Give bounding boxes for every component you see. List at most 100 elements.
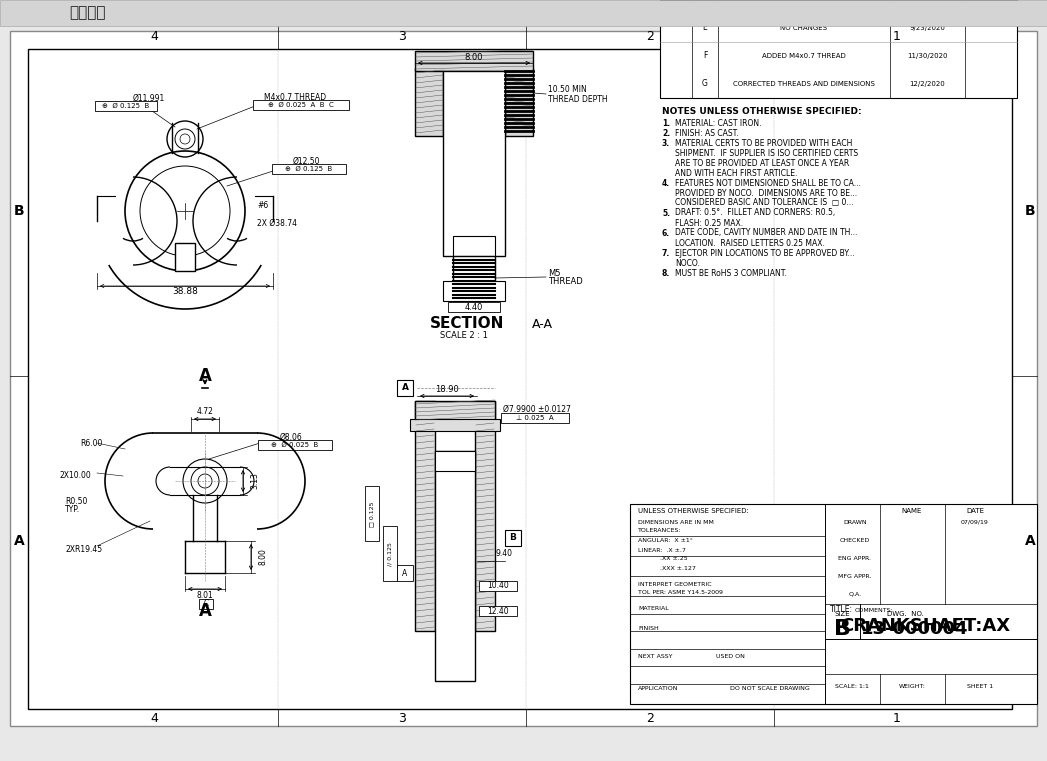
Text: 4.72: 4.72 — [197, 406, 214, 416]
Text: 文件预览: 文件预览 — [70, 5, 106, 21]
Text: 10.40: 10.40 — [487, 581, 509, 591]
Bar — [272, 164, 346, 174]
Text: DO NOT SCALE DRAWING: DO NOT SCALE DRAWING — [730, 686, 810, 690]
Text: 13-000004: 13-000004 — [862, 620, 968, 638]
Text: REV.: REV. — [697, 4, 713, 10]
Text: ⊕  Ø 0.025  B: ⊕ Ø 0.025 B — [271, 442, 318, 448]
Text: 2: 2 — [646, 712, 654, 725]
Bar — [630, 504, 1037, 704]
Text: A: A — [402, 568, 407, 578]
Text: MFG APPR.: MFG APPR. — [839, 575, 872, 579]
Text: ARE TO BE PROVIDED AT LEAST ONCE A YEAR: ARE TO BE PROVIDED AT LEAST ONCE A YEAR — [675, 158, 849, 167]
Text: 1: 1 — [893, 712, 900, 725]
Text: 12.40: 12.40 — [487, 607, 509, 616]
Bar — [478, 581, 517, 591]
Text: 2X Ø38.74: 2X Ø38.74 — [257, 218, 297, 228]
Text: A: A — [14, 534, 24, 548]
Text: B: B — [510, 533, 516, 543]
Text: 3.13: 3.13 — [250, 473, 260, 489]
Text: PROVIDED BY NOCO.  DIMENSIONS ARE TO BE...: PROVIDED BY NOCO. DIMENSIONS ARE TO BE..… — [675, 189, 857, 198]
Text: 07/09/19: 07/09/19 — [961, 520, 989, 524]
Text: 3: 3 — [398, 30, 406, 43]
Text: NOCO.: NOCO. — [675, 259, 699, 268]
Text: CONSIDERED BASIC AND TOLERANCE IS  □ 0...: CONSIDERED BASIC AND TOLERANCE IS □ 0... — [675, 199, 853, 208]
Text: 6.: 6. — [662, 228, 670, 237]
Text: APPROV: APPROV — [977, 4, 1005, 10]
Text: MATERIAL: MATERIAL — [638, 607, 669, 612]
Text: B: B — [14, 204, 24, 218]
Text: EJECTOR PIN LOCATIONS TO BE APPROVED BY...: EJECTOR PIN LOCATIONS TO BE APPROVED BY.… — [675, 249, 854, 257]
Text: 7.: 7. — [662, 249, 670, 257]
Text: TOLERANCES:: TOLERANCES: — [638, 528, 682, 533]
Text: F: F — [703, 52, 707, 61]
Text: 4.40: 4.40 — [465, 303, 483, 311]
Text: COMMENTS:: COMMENTS: — [855, 607, 894, 613]
Text: Q.A.: Q.A. — [848, 591, 862, 597]
Text: FEATURES NOT DIMENSIONED SHALL BE TO CA...: FEATURES NOT DIMENSIONED SHALL BE TO CA.… — [675, 179, 861, 187]
Text: 1.: 1. — [662, 119, 670, 128]
Text: A: A — [1025, 534, 1035, 548]
Text: R6.00: R6.00 — [80, 438, 103, 447]
Text: FINISH: FINISH — [638, 626, 659, 632]
Text: APPLICATION: APPLICATION — [638, 686, 678, 690]
Bar — [475, 401, 495, 631]
Text: ⊕  Ø 0.125  B: ⊕ Ø 0.125 B — [286, 166, 333, 172]
Text: SHEET 1: SHEET 1 — [967, 683, 993, 689]
Text: DATE: DATE — [966, 508, 984, 514]
Text: SIZE: SIZE — [834, 611, 850, 617]
Text: 9.40: 9.40 — [495, 549, 512, 558]
Text: E: E — [703, 24, 708, 33]
Bar — [435, 451, 475, 681]
Text: .XX ±.25: .XX ±.25 — [660, 556, 688, 562]
Text: THREAD DEPTH: THREAD DEPTH — [548, 94, 607, 103]
Bar — [410, 419, 500, 431]
Text: DRAFT: 0.5°.  FILLET AND CORNERS: R0.5,: DRAFT: 0.5°. FILLET AND CORNERS: R0.5, — [675, 209, 836, 218]
Text: DATE CODE, CAVITY NUMBER AND DATE IN TH...: DATE CODE, CAVITY NUMBER AND DATE IN TH.… — [675, 228, 857, 237]
Text: 2X10.00: 2X10.00 — [60, 472, 92, 480]
Text: A-A: A-A — [532, 317, 553, 330]
Text: 8.01: 8.01 — [197, 591, 214, 600]
Text: LINEAR:  .X ±.7: LINEAR: .X ±.7 — [638, 547, 686, 552]
Text: CORRECTED THREADS AND DIMENSIONS: CORRECTED THREADS AND DIMENSIONS — [733, 81, 875, 87]
Bar — [505, 530, 521, 546]
Text: A: A — [199, 367, 211, 385]
Bar — [505, 68, 533, 136]
Text: M5: M5 — [548, 269, 560, 279]
Text: SCALE: 1:1: SCALE: 1:1 — [836, 683, 869, 689]
Text: // 0.125: // 0.125 — [387, 542, 393, 566]
Text: Ø7.9900 ±0.0127: Ø7.9900 ±0.0127 — [503, 405, 571, 413]
Text: WEIGHT:: WEIGHT: — [898, 683, 926, 689]
Bar — [28, 49, 1012, 709]
Text: 12/2/2020: 12/2/2020 — [910, 81, 945, 87]
Text: NEXT ASSY: NEXT ASSY — [638, 654, 672, 660]
Text: 8.00: 8.00 — [465, 53, 484, 62]
Bar — [448, 302, 500, 312]
Bar — [415, 401, 435, 631]
Text: DRAWN: DRAWN — [843, 520, 867, 524]
Bar — [397, 565, 413, 581]
Text: B: B — [1025, 204, 1035, 218]
Text: MUST BE RoHS 3 COMPLIANT.: MUST BE RoHS 3 COMPLIANT. — [675, 269, 787, 278]
Text: 11/30/2020: 11/30/2020 — [908, 53, 948, 59]
Text: A: A — [199, 602, 211, 620]
Text: CRANKSHAFT:AX: CRANKSHAFT:AX — [840, 617, 1010, 635]
Text: #6: #6 — [257, 202, 268, 211]
Text: □ 0.125: □ 0.125 — [370, 501, 375, 527]
Text: DESCRIPTION: DESCRIPTION — [781, 4, 827, 10]
Text: SCALE 2 : 1: SCALE 2 : 1 — [440, 332, 488, 340]
Text: 4.: 4. — [662, 179, 670, 187]
Text: USED ON: USED ON — [715, 654, 744, 660]
Text: TYP.: TYP. — [65, 505, 81, 514]
Bar — [435, 451, 475, 471]
Bar — [478, 606, 517, 616]
Text: 4: 4 — [150, 30, 158, 43]
Bar — [502, 413, 569, 423]
Bar — [443, 71, 505, 256]
Text: SHIPMENT.  IF SUPPLIER IS ISO CERTIFIED CERTS: SHIPMENT. IF SUPPLIER IS ISO CERTIFIED C… — [675, 148, 859, 158]
Bar — [199, 599, 213, 609]
Bar — [258, 440, 332, 450]
Text: R0.50: R0.50 — [65, 496, 87, 505]
Text: 5.: 5. — [662, 209, 670, 218]
Text: UNLESS OTHERWISE SPECIFIED:: UNLESS OTHERWISE SPECIFIED: — [638, 508, 749, 514]
Text: ADDED M4x0.7 THREAD: ADDED M4x0.7 THREAD — [762, 53, 846, 59]
